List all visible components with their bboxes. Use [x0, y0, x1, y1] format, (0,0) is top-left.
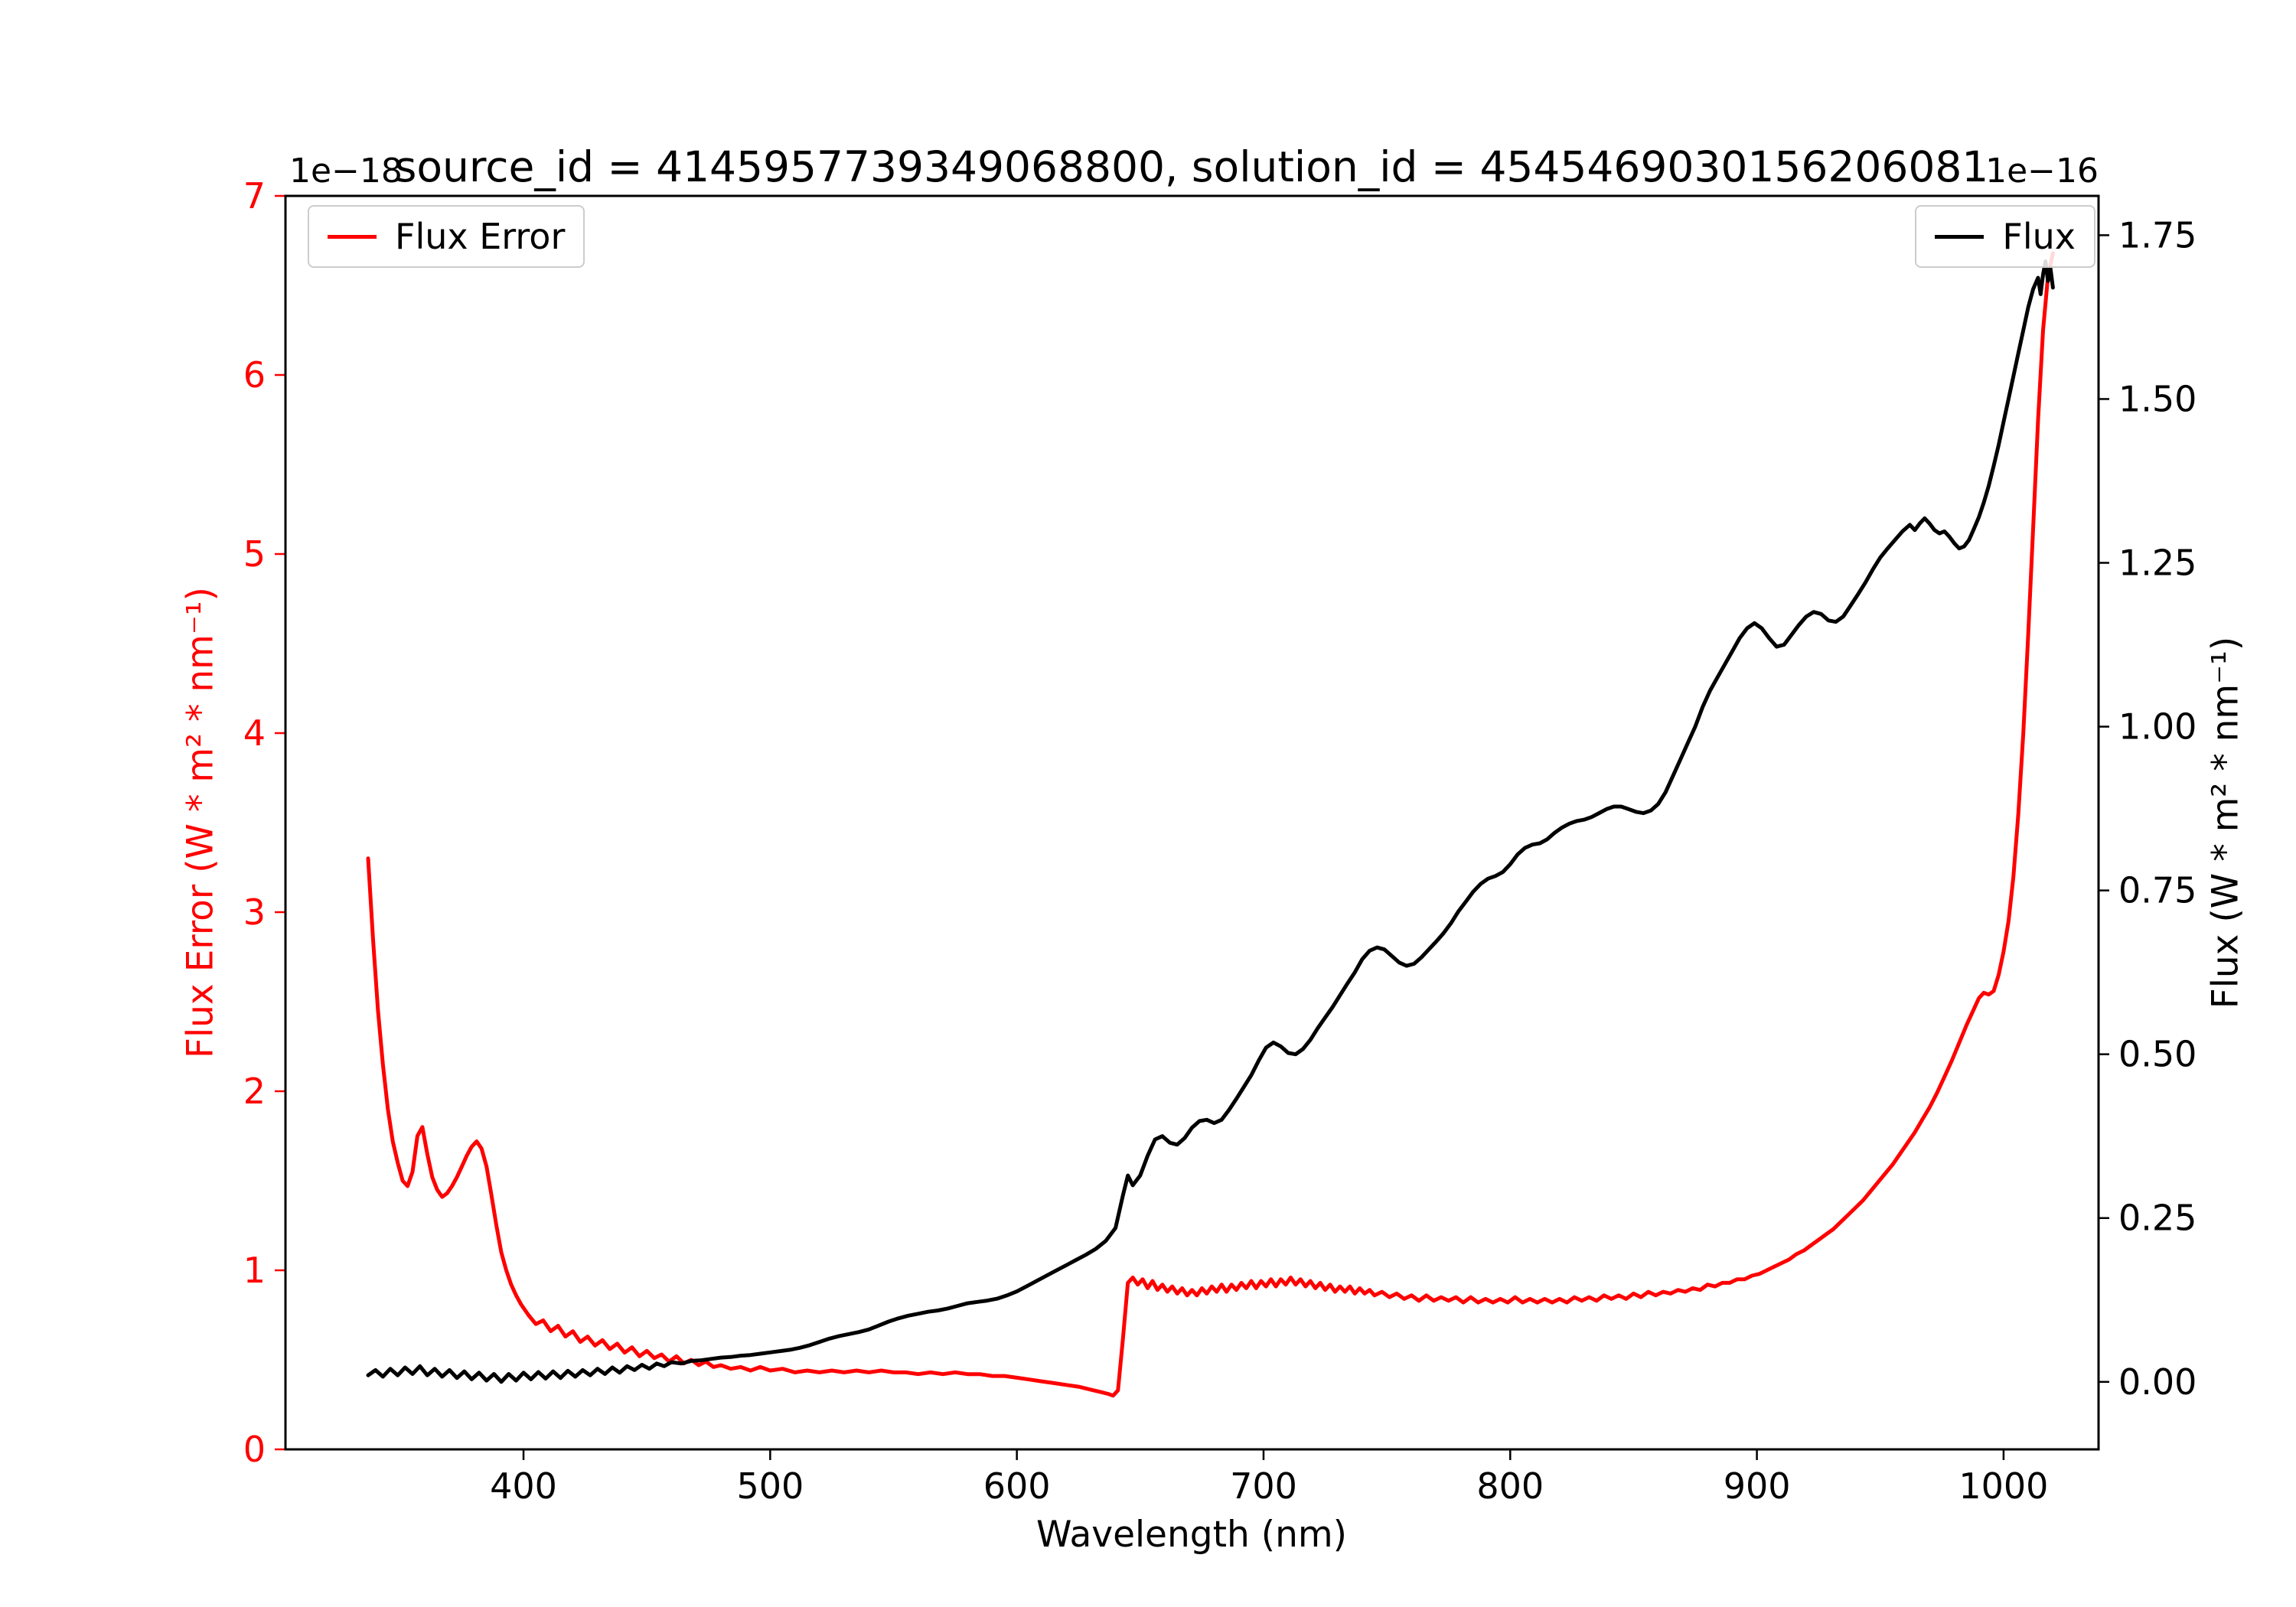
svg-text:800: 800: [1476, 1465, 1544, 1507]
flux-legend-line-icon: [1935, 234, 1985, 239]
legend-flux-error: Flux Error: [308, 205, 585, 268]
axes-spines: [284, 194, 2100, 1451]
svg-text:500: 500: [736, 1465, 804, 1507]
svg-text:7: 7: [243, 175, 266, 217]
svg-text:6: 6: [243, 354, 266, 396]
flux-error-legend-label: Flux Error: [395, 216, 566, 257]
flux-legend-label: Flux: [2002, 216, 2076, 257]
svg-text:1.50: 1.50: [2118, 378, 2197, 419]
left-axis-ticks: 0 1 2 3 4 5 6 7: [243, 175, 285, 1470]
chart-title: source_id = 4145957739349068800, solutio…: [394, 142, 1989, 191]
svg-text:700: 700: [1230, 1465, 1297, 1507]
svg-text:0.00: 0.00: [2118, 1361, 2197, 1403]
legend-flux: Flux: [1915, 205, 2095, 268]
svg-text:900: 900: [1724, 1465, 1791, 1507]
left-axis-label: Flux Error (W * m² * nm⁻¹): [179, 587, 222, 1058]
x-axis-ticks: 400 500 600 700 800 900 1000: [490, 1449, 2048, 1507]
svg-text:0.25: 0.25: [2118, 1198, 2197, 1239]
x-axis-label: Wavelength (nm): [1036, 1514, 1347, 1556]
svg-text:0: 0: [243, 1429, 266, 1470]
svg-text:1: 1: [243, 1250, 266, 1291]
svg-text:400: 400: [490, 1465, 557, 1507]
svg-text:2: 2: [243, 1071, 266, 1112]
right-axis-label: Flux (W * m² * nm⁻¹): [2204, 636, 2247, 1009]
svg-text:3: 3: [243, 892, 266, 933]
svg-text:1.00: 1.00: [2118, 706, 2197, 748]
svg-text:1.75: 1.75: [2118, 214, 2197, 256]
svg-text:0.50: 0.50: [2118, 1034, 2197, 1075]
right-axis-ticks: 0.00 0.25 0.50 0.75 1.00 1.25 1.50 1.75: [2099, 214, 2197, 1403]
flux-error-curve: [366, 251, 2055, 1398]
svg-text:1.25: 1.25: [2118, 542, 2197, 583]
svg-text:600: 600: [983, 1465, 1051, 1507]
flux-error-legend-line-icon: [328, 234, 377, 239]
left-axis-offset-text: 1e−18: [289, 152, 403, 191]
svg-text:1000: 1000: [1958, 1465, 2048, 1507]
svg-text:0.75: 0.75: [2118, 870, 2197, 911]
right-axis-offset-text: 1e−16: [1985, 152, 2099, 191]
svg-text:5: 5: [243, 533, 266, 575]
flux-curve: [366, 259, 2055, 1384]
svg-text:4: 4: [243, 712, 266, 754]
